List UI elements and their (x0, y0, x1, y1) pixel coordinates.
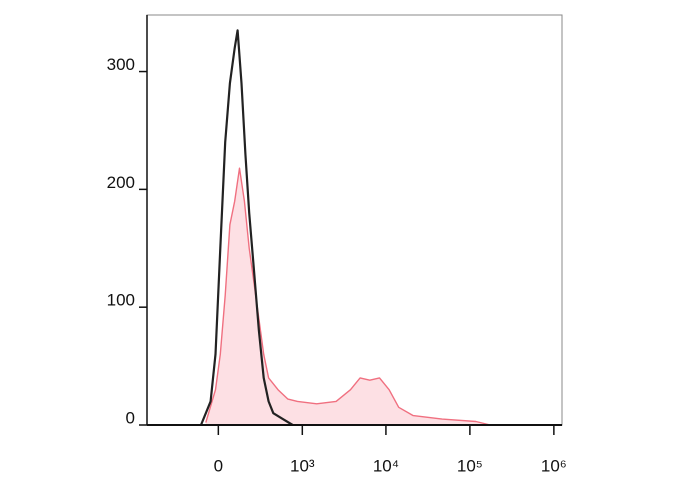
x-tick-label: 0 (214, 456, 223, 475)
histogram-area (205, 168, 491, 425)
histogram-line (205, 167, 491, 426)
x-tick-label: 10⁶ (541, 456, 567, 475)
y-tick-label: 300 (107, 55, 135, 74)
histogram-line (199, 29, 294, 426)
y-tick-label: 0 (126, 408, 135, 427)
x-tick-label: 10⁵ (457, 456, 483, 475)
y-tick-label: 200 (107, 173, 135, 192)
x-tick-label: 10³ (290, 456, 315, 475)
x-tick-label: 10⁴ (373, 456, 399, 475)
plot-frame (146, 14, 563, 426)
y-tick-label: 100 (107, 291, 135, 310)
